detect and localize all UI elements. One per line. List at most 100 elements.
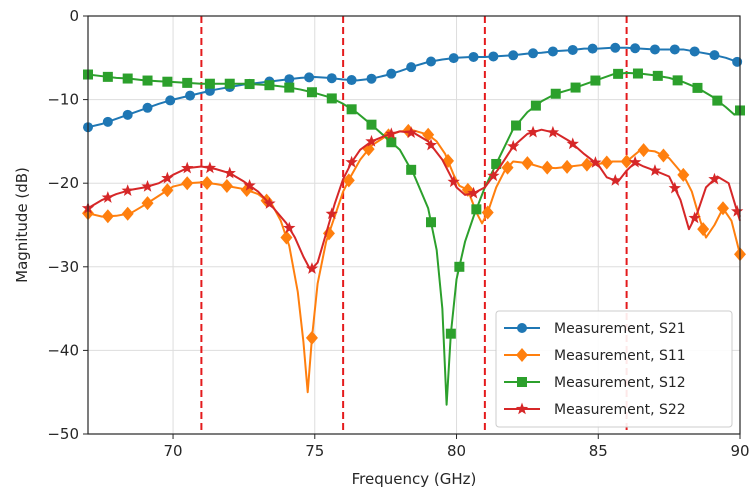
y-tick-label: −20 <box>47 174 79 192</box>
data-point <box>730 204 744 217</box>
data-point <box>121 184 134 196</box>
legend-marker <box>517 323 527 333</box>
data-point <box>224 78 235 89</box>
data-point <box>284 74 295 85</box>
data-point <box>162 76 173 87</box>
data-point <box>142 75 153 86</box>
data-point <box>677 167 690 182</box>
data-point <box>613 68 624 79</box>
y-tick-label: −10 <box>47 91 79 109</box>
data-point <box>697 222 710 237</box>
data-point <box>632 68 643 79</box>
data-point <box>589 156 602 168</box>
x-axis: 70 75 80 85 90 <box>163 434 750 460</box>
data-point <box>528 48 539 59</box>
y-tick-label: 0 <box>69 7 79 25</box>
data-point <box>620 154 633 169</box>
data-point <box>101 191 115 203</box>
y-tick-label: −40 <box>47 341 79 359</box>
data-point <box>669 44 680 55</box>
series-3 <box>83 68 745 406</box>
y-axis-title: Magnitude (dB) <box>13 167 31 283</box>
legend-label: Measurement, S12 <box>554 375 686 391</box>
data-point <box>648 164 662 176</box>
data-point <box>454 261 465 272</box>
data-point <box>326 73 337 84</box>
data-point <box>468 51 479 62</box>
data-point <box>507 139 520 152</box>
data-point <box>628 155 642 168</box>
data-point <box>243 179 256 191</box>
data-point <box>102 71 113 82</box>
x-tick-label: 75 <box>305 442 324 460</box>
x-axis-title: Frequency (GHz) <box>352 470 477 488</box>
data-point <box>488 51 499 62</box>
data-point <box>448 53 459 64</box>
data-point <box>657 148 670 163</box>
data-point <box>386 137 397 148</box>
x-tick-label: 85 <box>589 442 608 460</box>
data-point <box>467 186 480 199</box>
data-point <box>345 155 358 168</box>
series-line <box>87 128 741 272</box>
data-point <box>609 173 622 186</box>
data-point <box>526 125 540 138</box>
data-point <box>181 176 194 191</box>
data-point <box>422 127 435 142</box>
data-point <box>550 88 561 99</box>
data-point <box>426 56 437 67</box>
data-point <box>122 109 133 120</box>
data-point <box>491 158 502 169</box>
series-1 <box>83 42 743 133</box>
data-point <box>501 160 514 175</box>
data-point <box>424 138 438 151</box>
data-point <box>649 44 660 55</box>
data-point <box>445 328 456 339</box>
data-point <box>567 44 578 55</box>
data-point <box>426 217 437 228</box>
data-point <box>342 173 355 188</box>
data-point <box>366 119 377 130</box>
legend-box <box>495 310 733 428</box>
data-point <box>182 77 193 88</box>
data-point <box>325 207 338 220</box>
data-point <box>161 183 174 198</box>
legend-item: Measurement, S12 <box>504 375 686 391</box>
data-point <box>305 262 319 274</box>
data-point <box>712 95 723 106</box>
legend-marker <box>515 402 529 415</box>
data-point <box>471 204 482 215</box>
data-point <box>264 80 275 91</box>
data-point <box>689 46 700 57</box>
series-layer <box>81 42 746 406</box>
data-point <box>487 169 500 182</box>
data-point <box>244 79 255 90</box>
legend-label: Measurement, S11 <box>554 348 686 364</box>
data-point <box>122 73 133 84</box>
x-tick-label: 90 <box>730 442 749 460</box>
data-point <box>203 161 217 174</box>
data-point <box>447 175 460 188</box>
data-point <box>304 72 315 83</box>
data-point <box>161 171 174 184</box>
data-point <box>637 143 650 158</box>
data-point <box>102 116 113 127</box>
data-point <box>406 62 417 73</box>
data-point <box>142 102 153 113</box>
data-point <box>326 93 337 104</box>
data-point <box>181 161 194 174</box>
data-point <box>404 126 418 138</box>
data-point <box>546 125 560 138</box>
data-point <box>220 179 233 194</box>
data-point <box>141 180 154 192</box>
y-tick-label: −30 <box>47 258 79 276</box>
legend-item: Measurement, S22 <box>504 402 686 418</box>
data-point <box>600 155 613 170</box>
plot-frame <box>87 15 741 435</box>
legend: Measurement, S21 Measurement, S11 Measurem… <box>495 310 733 428</box>
data-point <box>283 221 296 234</box>
data-point <box>406 164 417 175</box>
legend-marker <box>517 377 527 387</box>
data-point <box>570 82 581 93</box>
data-point <box>386 68 397 79</box>
